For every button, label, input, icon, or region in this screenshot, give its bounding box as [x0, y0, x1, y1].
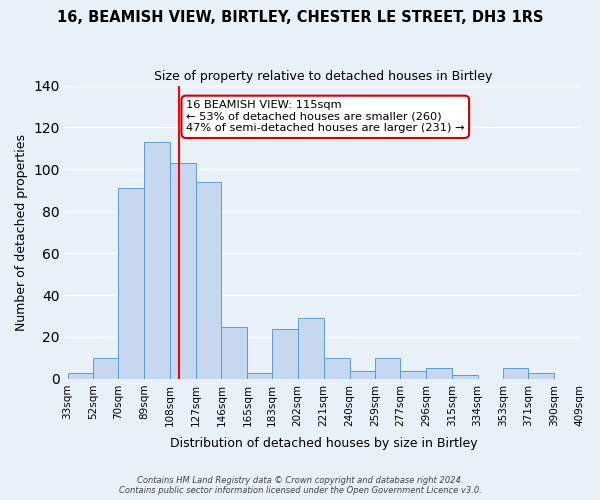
- Bar: [376, 358, 400, 379]
- Text: 16, BEAMISH VIEW, BIRTLEY, CHESTER LE STREET, DH3 1RS: 16, BEAMISH VIEW, BIRTLEY, CHESTER LE ST…: [57, 10, 543, 25]
- Bar: [144, 142, 170, 379]
- Bar: [170, 163, 196, 379]
- X-axis label: Distribution of detached houses by size in Birtley: Distribution of detached houses by size …: [170, 437, 478, 450]
- Y-axis label: Number of detached properties: Number of detached properties: [15, 134, 28, 330]
- Bar: [94, 358, 118, 379]
- Bar: [298, 318, 323, 379]
- Bar: [221, 326, 247, 379]
- Bar: [118, 188, 144, 379]
- Bar: [247, 372, 272, 379]
- Bar: [68, 372, 94, 379]
- Text: 16 BEAMISH VIEW: 115sqm
← 53% of detached houses are smaller (260)
47% of semi-d: 16 BEAMISH VIEW: 115sqm ← 53% of detache…: [186, 100, 464, 134]
- Text: Contains HM Land Registry data © Crown copyright and database right 2024.
Contai: Contains HM Land Registry data © Crown c…: [119, 476, 481, 495]
- Bar: [400, 370, 426, 379]
- Title: Size of property relative to detached houses in Birtley: Size of property relative to detached ho…: [154, 70, 493, 83]
- Bar: [452, 374, 478, 379]
- Bar: [323, 358, 350, 379]
- Bar: [272, 328, 298, 379]
- Bar: [503, 368, 528, 379]
- Bar: [350, 370, 376, 379]
- Bar: [426, 368, 452, 379]
- Bar: [196, 182, 221, 379]
- Bar: [528, 372, 554, 379]
